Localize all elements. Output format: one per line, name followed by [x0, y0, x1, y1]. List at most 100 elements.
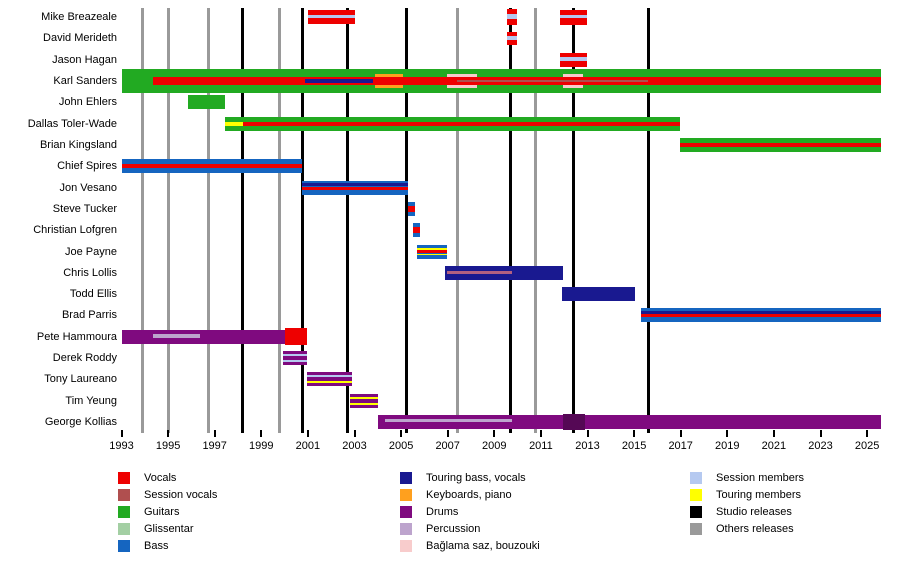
- other-release-line: [140, 8, 144, 433]
- axis-tick: [353, 430, 356, 437]
- bar-stripe-touring_bass: [302, 182, 409, 186]
- member-label: John Ehlers: [58, 96, 117, 109]
- bar-stripe-vocals: [412, 227, 420, 233]
- axis-tick: [679, 430, 682, 437]
- legend-label: Touring bass, vocals: [426, 472, 526, 484]
- bar-stripe-guitars: [187, 95, 225, 110]
- member-label: Todd Ellis: [69, 288, 117, 301]
- bar-stripe-session_members: [560, 14, 588, 19]
- other-release-line: [455, 8, 459, 433]
- bar-stripe-session_members: [282, 360, 307, 363]
- member-label: Mike Breazeale: [41, 11, 117, 23]
- bar-stripe-session_members: [306, 375, 352, 378]
- member-label: Steve Tucker: [52, 202, 117, 215]
- axis-tick-label: 2023: [808, 440, 833, 452]
- axis-tick-label: 2003: [342, 440, 367, 452]
- timeline-bar: [285, 328, 307, 346]
- bar-stripe-session_members: [307, 14, 355, 19]
- bar-stripe-vocals: [121, 164, 303, 169]
- legend-swatch-touring_bass: [400, 472, 412, 484]
- bar-stripe-vocals: [285, 328, 307, 346]
- studio-release-line: [509, 8, 513, 433]
- timeline-bar: [121, 159, 303, 174]
- axis-tick: [539, 430, 542, 437]
- axis-tick: [493, 430, 496, 437]
- axis-tick-label: 2015: [621, 440, 647, 452]
- axis-tick: [586, 430, 589, 437]
- timeline-bar: [412, 223, 420, 238]
- member-label: Dallas Toler-Wade: [27, 117, 117, 130]
- axis-tick-label: 1999: [249, 440, 274, 452]
- bar-stripe-vocals: [242, 121, 680, 126]
- legend-label: Session vocals: [144, 489, 218, 501]
- member-label: Tim Yeung: [65, 394, 117, 407]
- axis-tick-label: 2009: [482, 440, 507, 452]
- timeline-bar: [506, 9, 517, 25]
- member-label: Brian Kingsland: [39, 138, 117, 151]
- member-label: Jon Vesano: [59, 181, 118, 194]
- member-label: Karl Sanders: [53, 74, 117, 87]
- timeline-bar: [444, 265, 564, 280]
- axis-tick-label: 2017: [668, 440, 693, 452]
- other-release-line: [166, 8, 170, 433]
- legend-swatch-glissentar: [118, 523, 130, 535]
- timeline-bar: [378, 414, 881, 431]
- timeline-bar: [680, 137, 881, 152]
- bar-stripe-vocals: [408, 206, 416, 212]
- bar-stripe-touring_members: [350, 402, 379, 405]
- axis-tick: [772, 430, 775, 437]
- timeline-bar: [224, 116, 680, 131]
- legend-label: Session members: [716, 472, 805, 484]
- axis-tick: [213, 430, 216, 437]
- legend-label: Bağlama saz, bouzouki: [426, 540, 540, 552]
- bar-stripe-session_members: [506, 36, 517, 40]
- legend-label: Bass: [144, 540, 169, 552]
- legend-label: Keyboards, piano: [426, 489, 512, 501]
- studio-release-line: [241, 8, 245, 433]
- member-label: Pete Hammoura: [36, 330, 117, 343]
- axis-tick: [167, 430, 170, 437]
- member-label: Tony Laureano: [44, 373, 117, 386]
- timeline-bar: [560, 9, 588, 25]
- legend-label: Touring members: [716, 489, 801, 501]
- member-label: George Kollias: [44, 416, 117, 429]
- axis-tick: [819, 430, 822, 437]
- axis-tick-label: 2019: [715, 440, 740, 452]
- timeline-bar: [121, 329, 286, 344]
- legend-label: Guitars: [144, 506, 180, 518]
- timeline-bar: [306, 372, 352, 387]
- axis-tick-label: 2025: [854, 440, 880, 452]
- legend-swatch-guitars: [118, 506, 130, 518]
- legend-swatch-percussion: [400, 523, 412, 535]
- legend-label: Vocals: [144, 472, 177, 484]
- timeline-bar: [121, 68, 881, 93]
- axis-tick-label: 2013: [575, 440, 600, 452]
- studio-release-line: [405, 8, 409, 433]
- bar-stripe-touring_members: [416, 247, 447, 250]
- axis-tick: [120, 430, 123, 437]
- timeline-bar: [350, 393, 379, 408]
- axis-tick: [260, 430, 263, 437]
- other-release-line: [207, 8, 211, 433]
- axis-tick-label: 1997: [202, 440, 227, 452]
- member-label: Jason Hagan: [52, 53, 117, 66]
- legend-label: Glissentar: [144, 523, 194, 535]
- bar-stripe-touring_members: [350, 396, 379, 399]
- timeline-bar: [416, 244, 447, 259]
- bar-stripe-touring_members: [224, 121, 243, 126]
- axis-tick-label: 2005: [388, 440, 414, 452]
- member-label: David Merideth: [43, 32, 117, 45]
- axis-tick-label: 2021: [761, 440, 787, 452]
- bar-stripe-touring_bass: [641, 310, 881, 314]
- bar-stripe-session_vocals: [457, 79, 649, 83]
- timeline-bar: [187, 95, 225, 110]
- legend-swatch-session_members: [690, 472, 702, 484]
- other-release-line: [533, 8, 537, 433]
- legend-label: Drums: [426, 506, 459, 518]
- member-label: Derek Roddy: [52, 352, 117, 365]
- bar-stripe-drums: [378, 415, 881, 430]
- bar-stripe-touring_members: [416, 253, 447, 256]
- bar-stripe-session_members: [560, 57, 588, 61]
- bar-stripe-vocals: [680, 142, 881, 147]
